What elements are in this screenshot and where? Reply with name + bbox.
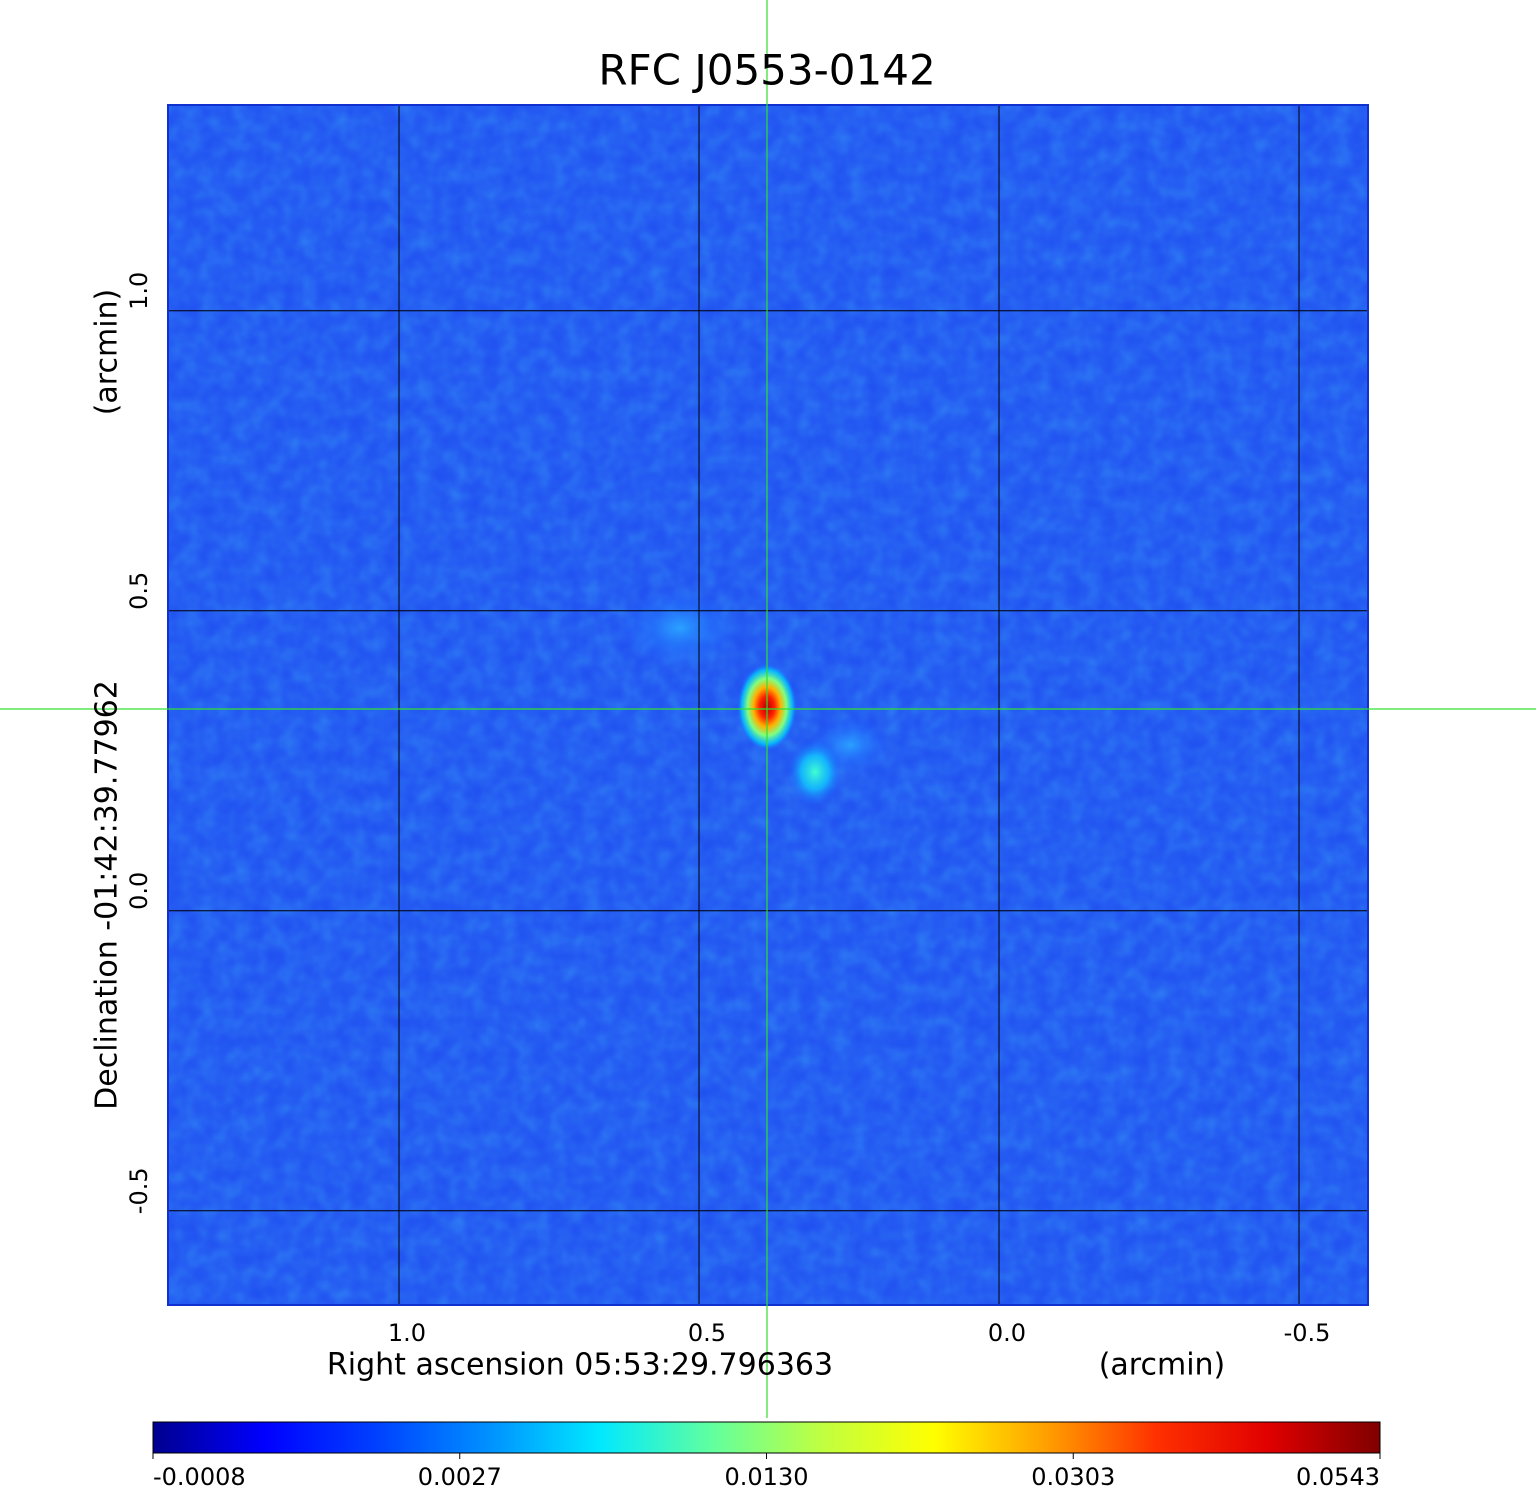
y-axis-label: Declination -01:42:39.77962	[90, 680, 125, 1110]
colorbar-tick-label: -0.0008	[153, 1463, 246, 1491]
colorbar	[152, 1421, 1381, 1454]
y-axis-unit: (arcmin)	[90, 289, 125, 416]
y-tick-label: 0.5	[125, 572, 153, 610]
image	[168, 105, 1368, 1305]
faint-emission	[620, 588, 740, 668]
y-tick-label: 1.0	[125, 272, 153, 310]
colorbar-tick-label: 0.0543	[1296, 1463, 1380, 1491]
colorbar-tick-label: 0.0027	[418, 1463, 502, 1491]
colorbar-tick-label: 0.0303	[1031, 1463, 1115, 1491]
plot-frame	[167, 104, 1369, 1306]
component	[787, 738, 843, 806]
colorbar-tick-label: 0.0130	[725, 1463, 809, 1491]
x-tick-label: 1.0	[388, 1319, 426, 1347]
x-tick-label: -0.5	[1284, 1319, 1331, 1347]
x-tick-label: 0.0	[988, 1319, 1026, 1347]
y-tick-label: 0.0	[125, 872, 153, 910]
x-tick-label: 0.5	[688, 1319, 726, 1347]
grid	[168, 105, 1368, 1305]
x-axis-label: Right ascension 05:53:29.796363	[327, 1348, 833, 1383]
y-tick-label: -0.5	[125, 1167, 153, 1214]
chart-title: RFC J0553-0142	[598, 46, 935, 95]
x-axis-unit: (arcmin)	[1099, 1348, 1226, 1383]
